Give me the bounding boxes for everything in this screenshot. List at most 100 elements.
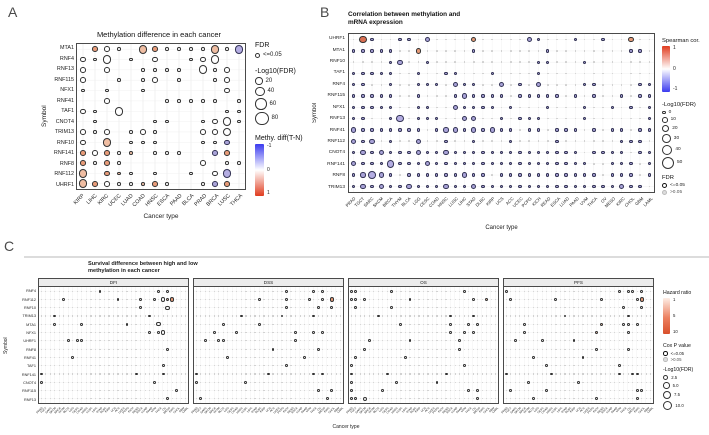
bubble [249,340,252,342]
bubble-cell [48,378,53,386]
bubble-cell [235,386,240,394]
bubble-cell [531,304,536,312]
bubble-cell [170,320,175,328]
bubble [398,162,402,166]
bubble-cell [199,320,204,328]
subpanel-x-tick-labels: PRAD TGCT SARC SKCM BRCA THYM BLCA LGG CESC COAD H… [190,405,345,421]
bubble-cell [381,287,386,295]
bubble-cell [504,328,509,336]
bubble [225,109,229,114]
bubble-cell [156,353,161,361]
bubble-cell [451,169,460,180]
bubble [370,128,374,132]
bubble [519,290,521,292]
bubble [167,315,169,317]
bubble [313,307,315,309]
bubble [490,94,494,98]
bubble [200,348,202,350]
bubble [171,398,173,400]
bubble [391,323,393,325]
bubble [481,323,483,325]
bubble-cell [451,34,460,45]
x-tick-label: LIHC [85,193,99,206]
bubble [599,297,603,301]
bubble-cell [444,287,449,295]
bubble-cell [48,370,53,378]
bubble [582,315,584,317]
bubble-cell [129,287,134,295]
bubble-cell [471,353,476,361]
bubble-cell [471,395,476,403]
bubble-cell [608,287,613,295]
bubble [490,307,492,309]
bubble [435,83,439,87]
bubble-cell [525,147,534,158]
bubble [227,348,229,350]
bubble [477,365,479,367]
bubble-cell [107,287,112,295]
bubble-cell [621,312,626,320]
bubble [623,340,625,342]
bubble [359,348,361,350]
bubble-cell [506,113,515,124]
bubble [126,340,128,342]
bubble [326,340,328,342]
bubble [76,323,78,325]
bubble-cell [480,386,485,394]
bubble-cell [543,181,552,192]
bubble [614,331,616,334]
bubble [409,365,411,367]
bubble [373,373,375,375]
bubble-cell [513,287,518,295]
bubble-cell [111,328,116,336]
bubble-cell [441,136,450,147]
bubble-cell [280,287,285,295]
bubble-cell [101,106,113,116]
bubble [92,181,98,187]
bubble [200,365,202,367]
bubble [139,323,142,325]
bubble [104,98,110,104]
bubble-cell [280,295,285,303]
bubble-cell [554,345,559,353]
bubble [541,356,543,359]
bubble-cell [576,328,581,336]
bubble-cell [594,304,599,312]
bubble [166,397,170,401]
bubble-cell [338,345,343,353]
bubble-cell [509,328,514,336]
bubble [144,381,146,383]
bubble [546,150,550,155]
bubble-cell [377,102,386,113]
bubble [413,315,416,317]
bubble [195,389,197,392]
bubble [222,381,224,383]
bubble-cell [549,328,554,336]
bubble [195,323,197,325]
bubble-cell [497,147,506,158]
bubble [650,340,652,342]
bubble-cell [358,79,367,90]
bubble [422,348,425,350]
bubble [555,315,557,317]
bubble-cell [466,395,471,403]
bubble-cell [549,295,554,303]
bubble-cell [489,353,494,361]
bubble [58,323,60,325]
bubble [112,340,115,342]
bubble-cell [165,395,170,403]
bubble [326,389,328,392]
bubble [528,72,531,75]
bubble [527,173,531,177]
bubble [471,115,477,122]
bubble [620,50,623,52]
bubble-cell [271,370,276,378]
bubble-cell [194,386,199,394]
bubble-cell [426,362,431,370]
bubble-cell [390,395,395,403]
bubble [263,389,265,392]
bubble [108,307,110,309]
bubble-cell [439,395,444,403]
bubble-cell [408,370,413,378]
bubble [331,373,333,375]
